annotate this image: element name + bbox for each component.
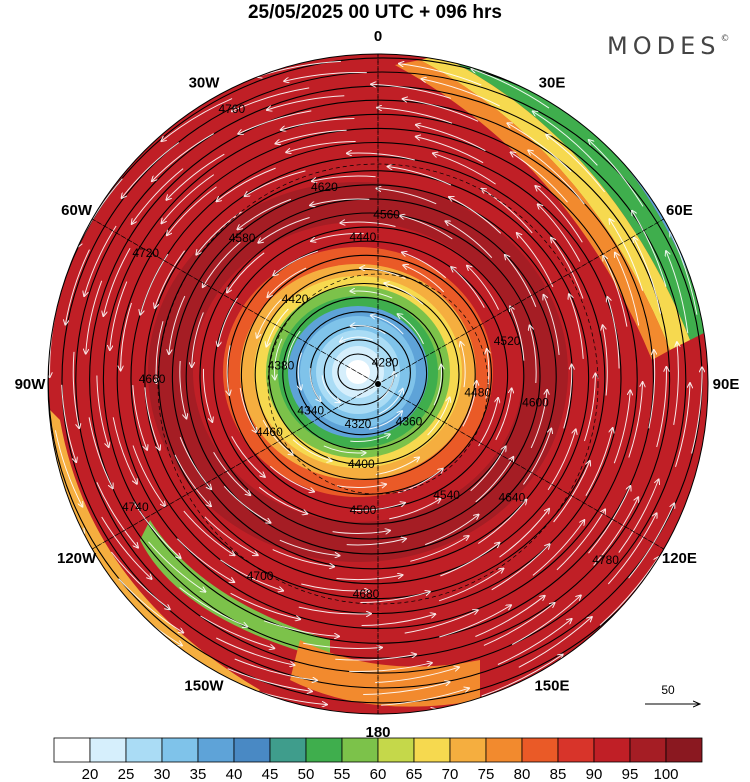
contour-label: 4400 bbox=[348, 457, 375, 471]
colorbar-swatch bbox=[269, 737, 307, 763]
contour-label: 4680 bbox=[353, 587, 380, 601]
colorbar-swatch bbox=[629, 737, 667, 763]
colorbar-swatch bbox=[89, 737, 127, 763]
contour-label: 4500 bbox=[350, 503, 377, 517]
colorbar-label: 70 bbox=[442, 766, 459, 782]
brand-logo: MODES© bbox=[607, 32, 730, 60]
colorbar-swatch bbox=[377, 737, 415, 763]
contour-label: 4560 bbox=[373, 207, 400, 221]
colorbar-swatch bbox=[665, 737, 703, 763]
colorbar-swatch bbox=[557, 737, 595, 763]
map-boundary bbox=[47, 53, 709, 715]
contour-label: 4780 bbox=[592, 553, 619, 567]
colorbar-label: 20 bbox=[82, 766, 99, 782]
chart-title: 25/05/2025 00 UTC + 096 hrs bbox=[247, 2, 503, 23]
colorbar-label: 40 bbox=[226, 766, 243, 782]
contour-label: 4340 bbox=[297, 404, 324, 418]
contour-label: 4280 bbox=[372, 355, 399, 369]
longitude-labels: 0 30E 60E 90E 120E 150E 180 150W 120W 90W 60W 30W bbox=[15, 28, 740, 741]
colorbar-swatch bbox=[161, 737, 199, 763]
contour-label: 4720 bbox=[132, 246, 159, 260]
longitude-label: 60W bbox=[61, 202, 93, 219]
longitude-label: 150W bbox=[184, 677, 224, 694]
contour-label: 4700 bbox=[247, 569, 274, 583]
wind-legend-value: 50 bbox=[661, 683, 675, 697]
colorbar-label: 95 bbox=[622, 766, 639, 782]
colorbar-label: 55 bbox=[334, 766, 351, 782]
longitude-label: 120W bbox=[57, 550, 97, 567]
lat-lon-grid bbox=[92, 54, 664, 714]
colorbar-label: 35 bbox=[190, 766, 207, 782]
colorbar-swatch bbox=[125, 737, 163, 763]
contour-label: 4760 bbox=[218, 102, 245, 116]
colorbar-swatch bbox=[197, 737, 235, 763]
colorbar-swatch bbox=[305, 737, 343, 763]
contour-label: 4740 bbox=[122, 500, 149, 514]
contour-label: 4480 bbox=[464, 386, 491, 400]
contour-labels: 4280 4320 4340 4360 4380 4400 4420 4440 4460 4480… bbox=[122, 102, 619, 601]
colorbar-label: 60 bbox=[370, 766, 387, 782]
colorbar-swatch bbox=[485, 737, 523, 763]
colorbar-label: 80 bbox=[514, 766, 531, 782]
longitude-label: 180 bbox=[365, 724, 390, 741]
height-contours bbox=[48, 54, 708, 714]
longitude-label: 60E bbox=[666, 202, 693, 219]
colorbar-swatch bbox=[233, 737, 271, 763]
contour-label: 4460 bbox=[256, 425, 283, 439]
longitude-label: 150E bbox=[534, 677, 569, 694]
longitude-label: 30W bbox=[189, 75, 221, 92]
colorbar-label: 25 bbox=[118, 766, 135, 782]
longitude-label: 90W bbox=[15, 376, 47, 393]
contour-label: 4640 bbox=[499, 490, 526, 504]
contour-label: 4320 bbox=[345, 417, 372, 431]
colorbar-label: 65 bbox=[406, 766, 423, 782]
contour-label: 4520 bbox=[494, 334, 521, 348]
contour-label: 4440 bbox=[350, 230, 377, 244]
colorbar-swatch bbox=[593, 737, 631, 763]
contour-label: 4660 bbox=[139, 372, 166, 386]
colorbar-label: 75 bbox=[478, 766, 495, 782]
longitude-label: 120E bbox=[662, 550, 697, 567]
longitude-label: 30E bbox=[539, 75, 566, 92]
contour-label: 4540 bbox=[433, 488, 460, 502]
colorbar-label: 30 bbox=[154, 766, 171, 782]
contour-label: 4600 bbox=[522, 395, 549, 409]
colorbar-label: 90 bbox=[586, 766, 603, 782]
contour-label: 4420 bbox=[282, 292, 309, 306]
colorbar-swatch bbox=[53, 737, 91, 763]
wind-legend: 50 bbox=[645, 683, 700, 704]
contour-label: 4580 bbox=[229, 231, 256, 245]
contour-label: 4620 bbox=[311, 180, 338, 194]
colorbar-label: 100 bbox=[653, 766, 678, 782]
longitude-label: 90E bbox=[713, 376, 740, 393]
colorbar: 20 25 30 35 40 45 50 55 60 65 70 75 80 85 90 95 100 bbox=[53, 737, 703, 782]
colorbar-swatch bbox=[413, 737, 451, 763]
colorbar-swatch bbox=[341, 737, 379, 763]
colorbar-label: 50 bbox=[298, 766, 315, 782]
contour-label: 4380 bbox=[268, 359, 295, 373]
longitude-label: 0 bbox=[374, 28, 382, 45]
colorbar-swatch bbox=[449, 737, 487, 763]
colorbar-label: 85 bbox=[550, 766, 567, 782]
contour-label: 4360 bbox=[396, 415, 423, 429]
colorbar-swatch bbox=[521, 737, 559, 763]
colorbar-label: 45 bbox=[262, 766, 279, 782]
